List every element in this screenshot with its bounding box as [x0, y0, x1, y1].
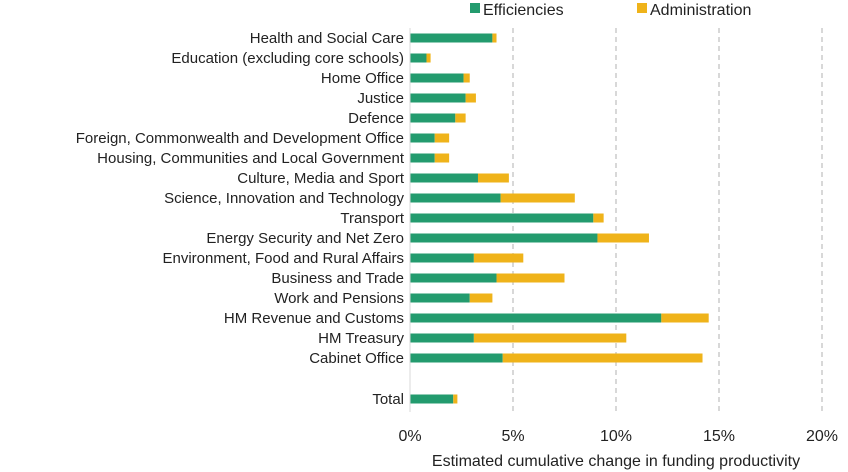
- bar-administration-15: [473, 333, 627, 343]
- bar-efficiencies-2: [410, 73, 464, 83]
- category-label-7: Culture, Media and Sport: [237, 170, 405, 187]
- legend-swatch-administration: [637, 3, 647, 13]
- bar-administration-11: [473, 253, 524, 263]
- x-tick-label-3: 15%: [703, 428, 735, 445]
- bar-efficiencies-7: [410, 173, 478, 183]
- bar-efficiencies-3: [410, 93, 466, 103]
- bar-administration-2: [463, 73, 470, 83]
- category-label-14: HM Revenue and Customs: [224, 310, 404, 327]
- legend-label-administration: Administration: [650, 2, 751, 19]
- legend-swatch-efficiencies: [470, 3, 480, 13]
- bar-administration-10: [597, 233, 649, 243]
- bar-administration-8: [500, 193, 575, 203]
- bar-administration-7: [477, 173, 509, 183]
- category-label-2: Home Office: [321, 70, 404, 87]
- bar-administration-13: [469, 293, 493, 303]
- bar-efficiencies-9: [410, 213, 594, 223]
- bar-efficiencies-16: [410, 353, 503, 363]
- bar-efficiencies-4: [410, 113, 456, 123]
- category-label-13: Work and Pensions: [274, 290, 404, 307]
- bar-administration-14: [661, 313, 709, 323]
- bar-efficiencies-17: [410, 394, 454, 404]
- bar-administration-3: [465, 93, 476, 103]
- category-label-10: Energy Security and Net Zero: [206, 230, 404, 247]
- category-label-3: Justice: [357, 90, 404, 107]
- bar-efficiencies-15: [410, 333, 474, 343]
- category-label-16: Cabinet Office: [309, 350, 404, 367]
- bar-efficiencies-14: [410, 313, 662, 323]
- bar-efficiencies-5: [410, 133, 435, 143]
- bar-efficiencies-8: [410, 193, 501, 203]
- category-label-8: Science, Innovation and Technology: [164, 190, 404, 207]
- bar-efficiencies-13: [410, 293, 470, 303]
- bar-administration-9: [593, 213, 604, 223]
- bar-administration-4: [455, 113, 466, 123]
- bar-efficiencies-0: [410, 33, 493, 43]
- bar-efficiencies-12: [410, 273, 497, 283]
- bars-group: [410, 33, 709, 404]
- x-tick-label-4: 20%: [806, 428, 838, 445]
- bar-efficiencies-10: [410, 233, 598, 243]
- x-tick-label-2: 10%: [600, 428, 632, 445]
- category-label-6: Housing, Communities and Local Governmen…: [97, 150, 405, 167]
- category-label-5: Foreign, Commonwealth and Development Of…: [76, 130, 404, 147]
- bar-efficiencies-11: [410, 253, 474, 263]
- chart-legend: Efficiencies Administration: [470, 2, 751, 19]
- category-label-9: Transport: [340, 210, 404, 227]
- category-label-11: Environment, Food and Rural Affairs: [162, 250, 404, 267]
- bar-administration-5: [434, 133, 450, 143]
- bar-efficiencies-6: [410, 153, 435, 163]
- category-label-0: Health and Social Care: [250, 30, 404, 47]
- category-label-4: Defence: [348, 110, 404, 127]
- category-label-15: HM Treasury: [318, 330, 404, 347]
- category-label-1: Education (excluding core schools): [171, 50, 404, 67]
- x-tick-labels: 0% 5% 10% 15% 20%: [398, 428, 838, 445]
- x-tick-label-1: 5%: [501, 428, 524, 445]
- legend-label-efficiencies: Efficiencies: [483, 2, 564, 19]
- category-labels: Health and Social Care Education (excludi…: [76, 30, 405, 408]
- bar-efficiencies-1: [410, 53, 427, 63]
- bar-administration-0: [492, 33, 497, 43]
- bar-administration-16: [502, 353, 703, 363]
- bar-administration-6: [434, 153, 450, 163]
- x-axis-title: Estimated cumulative change in funding p…: [432, 453, 800, 470]
- category-label-17: Total: [372, 391, 404, 408]
- bar-administration-17: [453, 394, 458, 404]
- category-label-12: Business and Trade: [271, 270, 404, 287]
- bar-administration-1: [426, 53, 431, 63]
- bar-administration-12: [496, 273, 565, 283]
- x-tick-label-0: 0%: [398, 428, 421, 445]
